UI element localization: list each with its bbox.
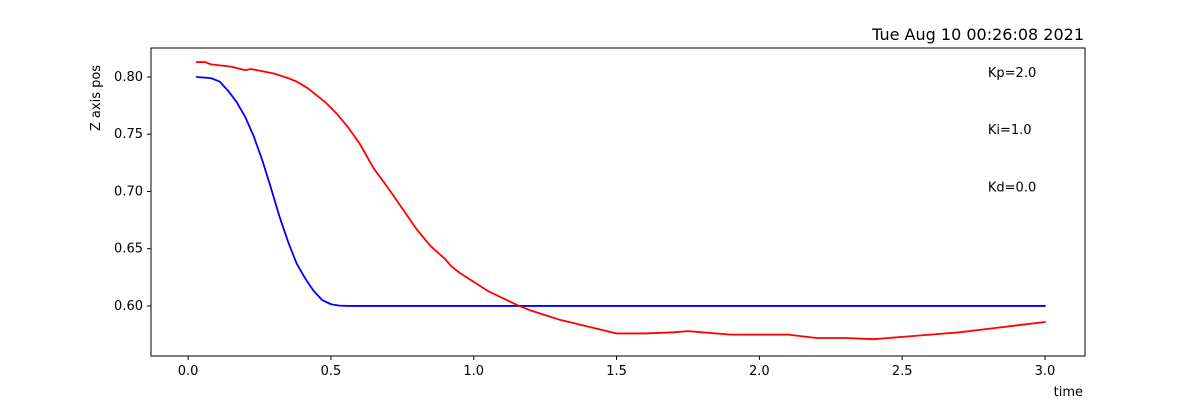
x-tick-label: 0.0 xyxy=(178,364,199,379)
y-tick-label: 0.70 xyxy=(114,184,143,199)
x-tick-label: 2.0 xyxy=(749,364,770,379)
y-tick-label: 0.80 xyxy=(114,70,143,85)
annotation-text-2: Ki=1.0 xyxy=(988,123,1032,138)
y-axis-label: Z axis pos xyxy=(89,65,104,131)
x-axis-ticks: 0.0 0.5 1.0 1.5 2.0 2.5 3.0 xyxy=(178,356,1056,379)
series-line-2 xyxy=(195,61,1046,341)
x-tick-label: 3.0 xyxy=(1035,364,1056,379)
plot-frame xyxy=(150,47,1086,357)
y-tick-label: 0.65 xyxy=(114,242,143,257)
y-axis-ticks: 0.60 0.65 0.70 0.75 0.80 xyxy=(114,70,151,314)
series-layer xyxy=(195,61,1046,341)
y-tick-label: 0.75 xyxy=(114,127,143,142)
x-tick-label: 1.0 xyxy=(463,364,484,379)
annotations: Kp=2.0 Ki=1.0 Kd=0.0 xyxy=(988,66,1036,195)
annotation-text-1: Kp=2.0 xyxy=(988,66,1036,81)
x-tick-label: 2.5 xyxy=(892,364,913,379)
x-tick-label: 1.5 xyxy=(606,364,627,379)
chart-title: Tue Aug 10 00:26:08 2021 xyxy=(871,25,1084,44)
series-line-1 xyxy=(195,76,1046,307)
y-tick-label: 0.60 xyxy=(114,299,143,314)
x-axis-label: time xyxy=(1054,385,1083,400)
annotation-text-3: Kd=0.0 xyxy=(988,180,1036,195)
x-tick-label: 0.5 xyxy=(321,364,342,379)
